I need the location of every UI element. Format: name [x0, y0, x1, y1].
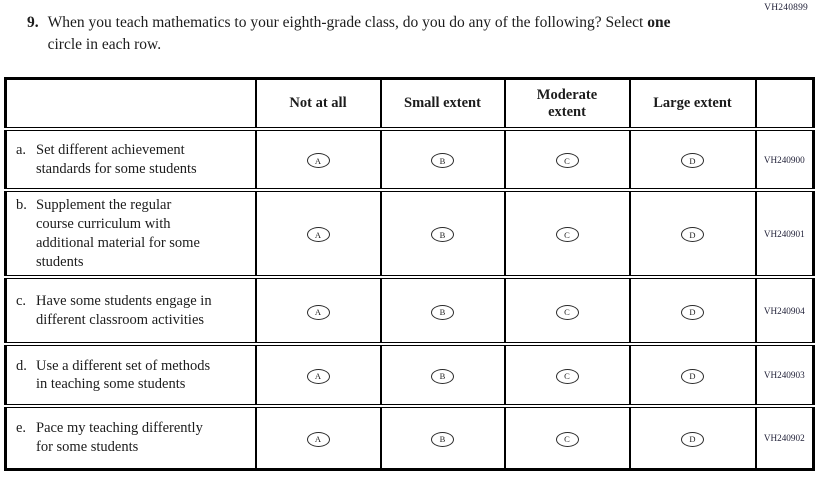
option-circle-d[interactable]: D — [681, 227, 704, 243]
option-circle-b[interactable]: B — [431, 304, 454, 320]
row-code: VH240901 — [754, 187, 815, 278]
row-letter: c. — [16, 293, 27, 310]
row-text: Supplement the regular course curriculum… — [36, 197, 200, 270]
row-letter: e. — [16, 420, 27, 437]
table-row: e. Pace my teaching differently for some… — [4, 404, 815, 470]
header-stub — [4, 78, 257, 131]
table-row: a. Set different achievement standards f… — [4, 129, 815, 190]
row-letter: d. — [16, 357, 27, 374]
row-text: Use a different set of methods in teachi… — [36, 357, 211, 393]
row-code: VH240903 — [754, 342, 815, 407]
row-statement: a. Set different achievement standards f… — [4, 129, 257, 190]
header-row: Not at all Small extent Moderate extent … — [4, 78, 815, 131]
header-moderate-extent: Moderate extent — [503, 78, 631, 131]
option-circle-c[interactable]: C — [555, 304, 579, 320]
table-row: d. Use a different set of methods in tea… — [4, 342, 815, 407]
row-text: Pace my teaching differently for some st… — [36, 420, 203, 456]
row-statement: b. Supplement the regular course curricu… — [4, 187, 257, 278]
option-circle-b[interactable]: B — [431, 227, 454, 243]
row-code: VH240904 — [754, 275, 815, 345]
option-circle-c[interactable]: C — [555, 369, 579, 385]
row-statement: d. Use a different set of methods in tea… — [4, 342, 257, 407]
row-code: VH240900 — [754, 129, 815, 190]
header-not-at-all: Not at all — [254, 78, 382, 131]
option-circle-d[interactable]: D — [681, 304, 704, 320]
row-statement: e. Pace my teaching differently for some… — [4, 404, 257, 470]
option-circle-a[interactable]: A — [306, 431, 330, 447]
option-circle-d[interactable]: D — [681, 369, 704, 385]
option-circle-c[interactable]: C — [555, 153, 579, 169]
option-circle-b[interactable]: B — [431, 431, 454, 447]
option-circle-a[interactable]: A — [306, 369, 330, 385]
question-number: 9. — [27, 14, 39, 31]
row-text: Set different achievement standards for … — [36, 141, 197, 177]
row-statement: c. Have some students engage in differen… — [4, 275, 257, 345]
option-circle-d[interactable]: D — [681, 153, 704, 169]
question-bold-word: one — [647, 14, 671, 31]
option-circle-b[interactable]: B — [431, 153, 454, 169]
option-circle-c[interactable]: C — [555, 431, 579, 447]
header-large-extent: Large extent — [628, 78, 757, 131]
row-text: Have some students engage in different c… — [36, 293, 212, 328]
table-row: b. Supplement the regular course curricu… — [4, 187, 815, 278]
question-stem: 9. When you teach mathematics to your ei… — [27, 12, 675, 55]
option-circle-b[interactable]: B — [431, 369, 454, 385]
header-small-extent: Small extent — [379, 78, 506, 131]
option-circle-d[interactable]: D — [681, 431, 704, 447]
form-code-top-right: VH240899 — [764, 3, 808, 13]
question-table: Not at all Small extent Moderate extent … — [4, 77, 815, 471]
row-letter: a. — [16, 141, 27, 158]
table-row: c. Have some students engage in differen… — [4, 275, 815, 345]
row-code: VH240902 — [754, 404, 815, 470]
question-text: When you teach mathematics to your eight… — [47, 14, 671, 53]
option-circle-a[interactable]: A — [306, 227, 330, 243]
option-circle-a[interactable]: A — [306, 153, 330, 169]
header-code-column — [754, 78, 815, 131]
option-circle-a[interactable]: A — [306, 304, 330, 320]
row-letter: b. — [16, 197, 27, 213]
option-circle-c[interactable]: C — [555, 227, 579, 243]
